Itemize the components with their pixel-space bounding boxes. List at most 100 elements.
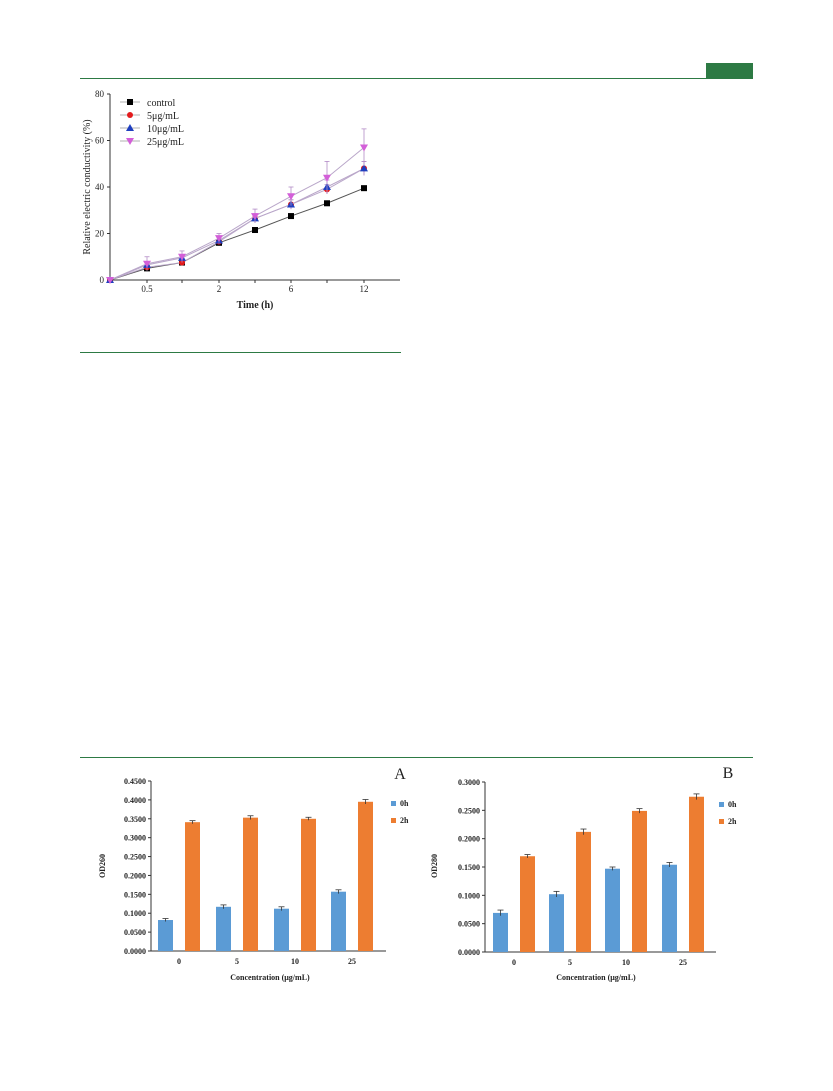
bar-chart-b-bar — [605, 868, 620, 952]
bar-chart-a-x-axis-title: Concentration (μg/mL) — [230, 973, 310, 982]
line-chart-point — [323, 174, 331, 182]
line-chart-series-line — [109, 167, 365, 281]
bar-chart-b-x-axis-title: Concentration (μg/mL) — [556, 973, 636, 982]
bar-chart-b-x-tick-label: 0 — [512, 958, 516, 967]
line-chart-y-tick-label: 0 — [100, 275, 105, 285]
bar-chart-a-legend-label: 0h — [400, 799, 409, 808]
bar-chart-b-legend-label: 2h — [728, 817, 737, 826]
line-chart-point — [361, 185, 367, 192]
bar-chart-b-x-tick-label: 25 — [679, 958, 687, 967]
bar-chart-a-y-tick-label: 0.0000 — [124, 947, 146, 956]
line-chart-point — [287, 193, 295, 201]
bar-chart-b-y-tick-label: 0.1000 — [458, 891, 480, 900]
bar-chart-b-panel-label: B — [723, 765, 734, 782]
bar-chart-b-bar — [493, 912, 508, 952]
line-chart-axes: 0 20 40 60 80 0.5 2 6 12 — [95, 89, 400, 294]
bar-chart-a-bar — [185, 822, 200, 951]
line-chart-series — [106, 128, 368, 284]
bar-chart-a-panel-label: A — [394, 766, 406, 783]
bar-chart-a-x-tick-label: 10 — [291, 957, 299, 966]
bar-chart-a-bar — [331, 891, 346, 951]
bar-chart-b-x-tick-label: 10 — [622, 958, 630, 967]
bar-chart-b-y-tick-label: 0.3000 — [458, 778, 480, 787]
bar-chart-b-y-tick-label: 0.2000 — [458, 835, 480, 844]
line-chart-y-tick-label: 40 — [95, 182, 105, 192]
line-chart-legend-label: 10μg/mL — [147, 124, 184, 135]
bar-chart-a-y-tick-label: 0.2000 — [124, 871, 146, 880]
bar-chart-a-y-tick-label: 0.4500 — [124, 777, 146, 786]
bar-chart-a-bar — [358, 801, 373, 951]
line-chart-point — [251, 213, 259, 221]
bar-chart-b-legend-swatch — [719, 819, 724, 824]
line-chart-legend: control 5μg/mL 10μg/mL 25μg/mL — [120, 98, 184, 148]
bar-chart-a-legend-swatch — [391, 801, 396, 806]
bar-chart-a-bar — [274, 908, 289, 951]
bar-chart-b-bar — [549, 894, 564, 952]
bar-chart-b-x-tick-label: 5 — [568, 958, 572, 967]
header-rule — [80, 78, 753, 79]
line-chart-series-line — [109, 147, 365, 281]
line-chart-point — [178, 253, 186, 261]
line-chart-x-tick-label: 6 — [289, 284, 294, 294]
bar-chart-b-bar — [520, 856, 535, 952]
bar-chart-b-y-axis-title: OD280 — [430, 854, 439, 878]
bar-chart-b-legend-label: 0h — [728, 800, 737, 809]
bar-chart-a-legend-label: 2h — [400, 816, 409, 825]
bar-chart-b-y-tick-label: 0.1500 — [458, 863, 480, 872]
bar-chart-b-legend-swatch — [719, 802, 724, 807]
bar-chart-b-bar — [632, 810, 647, 952]
bar-chart-a-bar — [243, 817, 258, 951]
line-chart-point — [252, 227, 258, 234]
line-chart-point — [106, 277, 114, 284]
line-chart-y-tick-label: 60 — [95, 136, 105, 146]
line-chart-x-tick-label: 0.5 — [141, 284, 153, 294]
bar-chart-a-y-tick-label: 0.2500 — [124, 853, 146, 862]
bar-chart-a-y-tick-label: 0.1500 — [124, 890, 146, 899]
line-chart-point — [288, 213, 294, 220]
bar-chart-a-bar — [158, 920, 173, 951]
line-chart-y-tick-label: 20 — [95, 229, 105, 239]
line-chart-legend-label: 5μg/mL — [147, 111, 179, 122]
bar-chart-b-bar — [576, 831, 591, 952]
bar-chart-b-y-tick-label: 0.0500 — [458, 920, 480, 929]
bar-chart-b-bar — [689, 796, 704, 952]
bar-chart-a-x-tick-label: 5 — [235, 957, 239, 966]
bar-chart-a-y-tick-label: 0.1000 — [124, 909, 146, 918]
bar-chart-a-legend-swatch — [391, 818, 396, 823]
section-divider — [80, 757, 753, 758]
bar-chart-b-bar — [662, 864, 677, 952]
line-chart-point — [215, 235, 223, 243]
bar-chart-a-y-tick-label: 0.0500 — [124, 928, 146, 937]
bar-chart-a-y-axis-title: OD260 — [98, 854, 107, 878]
line-chart-x-tick-label: 12 — [360, 284, 369, 294]
line-chart-legend-marker — [126, 138, 134, 145]
bar-chart-a-y-tick-label: 0.3000 — [124, 834, 146, 843]
bar-chart-a-x-tick-label: 25 — [348, 957, 356, 966]
figure-divider — [80, 352, 401, 353]
bar-chart-a-y-tick-label: 0.4000 — [124, 796, 146, 805]
line-chart-legend-marker — [126, 124, 134, 131]
line-chart-legend-label: control — [147, 98, 176, 109]
bar-chart-a-bar — [216, 906, 231, 951]
line-chart-x-tick-label: 2 — [217, 284, 222, 294]
line-chart-y-tick-label: 80 — [95, 89, 105, 99]
line-chart-point — [143, 260, 151, 268]
line-chart-point — [360, 164, 368, 172]
line-chart-series-line — [109, 187, 365, 281]
bar-chart-b-y-tick-label: 0.2500 — [458, 806, 480, 815]
line-chart-legend-marker — [127, 112, 133, 118]
bar-chart-b-y-tick-label: 0.0000 — [458, 948, 480, 957]
line-chart-legend-marker — [127, 99, 133, 105]
line-chart-y-axis-title: Relative electric conductivity (%) — [82, 119, 93, 254]
bar-chart-a-y-tick-label: 0.3500 — [124, 815, 146, 824]
header-accent-tab — [706, 63, 753, 78]
line-chart-point — [360, 144, 368, 152]
bar-chart-a-bar — [301, 818, 316, 951]
bar-chart-a-x-tick-label: 0 — [177, 957, 181, 966]
line-chart-legend-label: 25μg/mL — [147, 137, 184, 148]
line-chart-x-axis-title: Time (h) — [237, 300, 274, 311]
line-chart-point — [324, 200, 330, 207]
